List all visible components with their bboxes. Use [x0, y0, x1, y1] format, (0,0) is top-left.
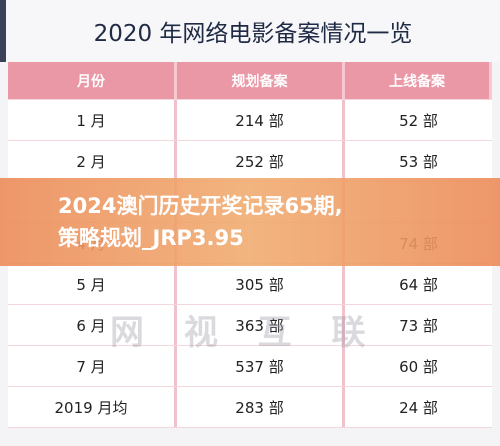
table-cell: 214 部 [177, 100, 345, 140]
table-cell: 64 部 [399, 275, 438, 294]
table-row: 7 月 537 部 60 部 [8, 346, 492, 387]
column-header: 上线备案 [345, 62, 492, 99]
table-cell: 1 月 [8, 100, 177, 140]
table-row: 2 月 252 部 53 部 [8, 141, 492, 182]
column-header: 规划备案 [177, 62, 345, 99]
overlay-banner: 2024澳门历史开奖记录65期, 策略规划_JRP3.95 [0, 178, 500, 266]
column-header: 月份 [8, 62, 177, 99]
table-row: 2019 月均 283 部 24 部 [8, 387, 492, 428]
table-cell: 363 部 [177, 305, 345, 345]
table-cell: 73 部 [399, 316, 438, 335]
header-row: 月份 规划备案 上线备案 [8, 62, 492, 100]
table-cell: 6 月 [8, 305, 177, 345]
overlay-line: 策略规划_JRP3.95 [58, 226, 244, 250]
table-cell: 2019 月均 [8, 387, 177, 427]
table-cell: 305 部 [177, 264, 345, 304]
watermark: 网 视 互 联 [110, 313, 380, 353]
table-cell: 60 部 [399, 357, 438, 376]
table-cell: 24 部 [399, 398, 438, 417]
table-row: 6 月 363 部 73 部 [8, 305, 492, 346]
table-cell: 2 月 [8, 141, 177, 181]
table-row: 5 月 305 部 64 部 [8, 264, 492, 305]
table-cell: 537 部 [177, 346, 345, 386]
table-cell: 283 部 [177, 387, 345, 427]
table-cell: 52 部 [399, 111, 438, 130]
table-cell: 7 月 [8, 346, 177, 386]
table-cell: 53 部 [399, 152, 438, 171]
overlay-line: 2024澳门历史开奖记录65期, [58, 194, 343, 218]
table-cell: 5 月 [8, 264, 177, 304]
title: 2020 年网络电影备案情况一览 [0, 0, 500, 62]
table-row: 1 月 214 部 52 部 [8, 100, 492, 141]
table-cell: 252 部 [177, 141, 345, 181]
